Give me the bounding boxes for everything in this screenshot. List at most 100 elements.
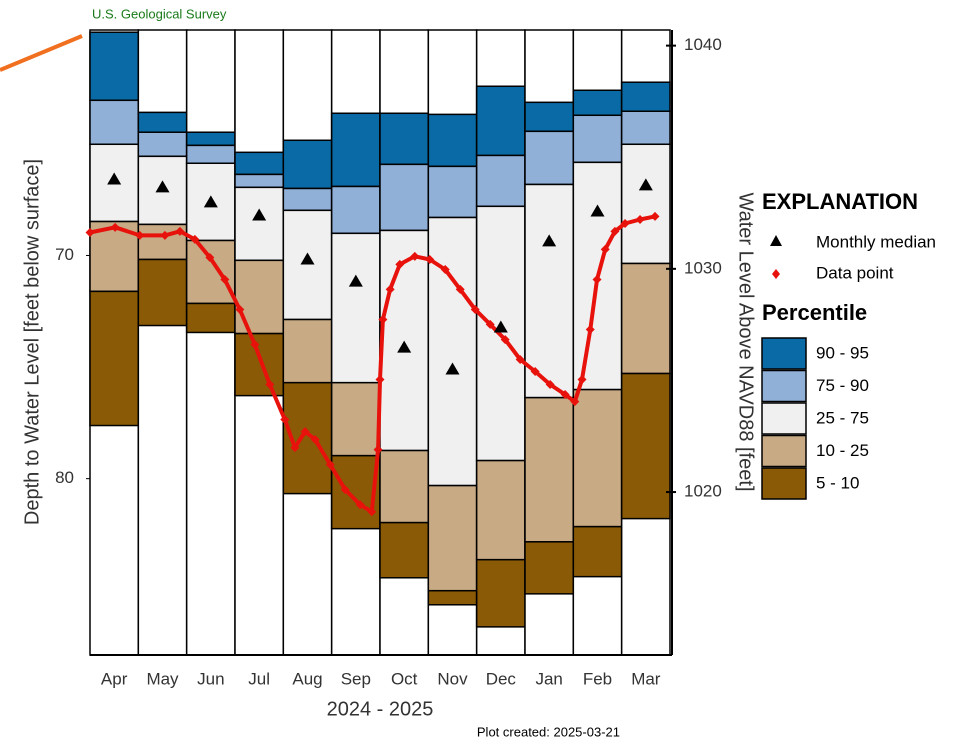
legend-label: Monthly median [816,232,936,251]
data-line [89,214,656,514]
data-point [470,304,480,314]
legend-label: 5 - 10 [816,473,859,492]
data-point [515,354,525,364]
percentile-band [137,258,188,327]
percentile-band [185,239,236,305]
percentile-band [234,259,285,335]
data-point [280,415,290,425]
data-point [560,390,570,400]
percentile-band [379,229,430,452]
legend-point [772,269,780,279]
data-point [425,254,435,264]
median-marker [445,362,460,375]
percentile-band [475,85,526,157]
percentile-band [89,99,140,146]
median-marker [348,274,363,287]
percentile-band [572,525,623,578]
legend-label: Data point [816,263,894,282]
percentile-band [137,131,188,158]
data-point [485,319,495,329]
percentile-band [185,131,236,147]
data-point [650,211,660,221]
data-point [135,230,145,240]
data-point [300,427,310,437]
data-point [378,315,388,325]
data-point [355,500,365,510]
median-marker [300,252,315,265]
legend-label: 25 - 75 [816,408,869,427]
legend-label: 10 - 25 [816,441,869,460]
x-tick-label: Sep [341,669,371,688]
percentile-band [572,89,623,117]
median-marker [107,172,122,185]
legend-swatch [761,467,807,500]
percentile-band [620,110,671,146]
percentile-band [282,209,333,321]
percentile-band [524,183,575,399]
x-axis-label: 2024 - 2025 [327,698,434,720]
data-point [620,219,630,229]
percentile-band [379,112,430,166]
percentile-band [137,111,188,133]
percentile-band [379,449,430,524]
percentile-band [427,216,478,487]
data-point [110,222,120,232]
percentile-band [185,144,236,165]
data-point [265,379,275,389]
y-tick-label: 80 [55,468,74,487]
x-tick-label: Nov [437,669,468,688]
legend-swatch [761,434,807,468]
data-point [530,367,540,377]
legend-subtitle: Percentile [762,300,867,325]
x-tick-label: Oct [391,669,418,688]
percentile-band [330,232,381,384]
percentile-band [620,143,671,265]
data-point [190,234,200,244]
legend-title: EXPLANATION [762,189,918,214]
percentile-band [620,262,671,375]
data-point [160,230,170,240]
data-point [340,485,350,495]
decor-line [0,34,83,72]
data-point [175,226,185,236]
data-point [85,227,95,237]
source: U.S. Geological Survey [92,6,227,21]
percentile-band [475,459,526,561]
column [185,29,236,656]
y2-tick-label: 1040 [684,35,722,54]
percentile-band [234,151,285,176]
percentile-band [427,484,478,592]
data-point [545,379,555,389]
y2-tick-label: 1020 [684,482,722,501]
median-marker [252,208,267,221]
data-point [250,340,260,350]
data-point [310,435,320,445]
percentile-band [475,558,526,628]
percentile-band [379,521,430,579]
legend-swatch [761,402,807,435]
y-tick-label: 70 [55,245,74,264]
legend-swatch [761,369,807,403]
data-point [205,252,215,262]
x-tick-label: Jul [248,669,270,688]
median-marker [590,204,605,217]
data-point [500,335,510,345]
y2-tick-label: 1030 [684,258,722,277]
percentile-band [185,302,236,334]
data-point [455,284,465,294]
data-point [440,265,450,275]
percentile-band [572,114,623,164]
x-tick-label: Aug [292,669,322,688]
median-marker [542,234,557,247]
x-tick-label: Jan [535,669,562,688]
percentile-band [379,163,430,232]
percentile-band [475,154,526,208]
data-point [375,375,385,385]
x-tick-label: Apr [101,669,128,688]
data-point [395,259,405,269]
data-point [220,275,230,285]
percentile-band [572,388,623,528]
percentile-band [330,185,381,235]
legend-label: 90 - 95 [816,343,869,362]
